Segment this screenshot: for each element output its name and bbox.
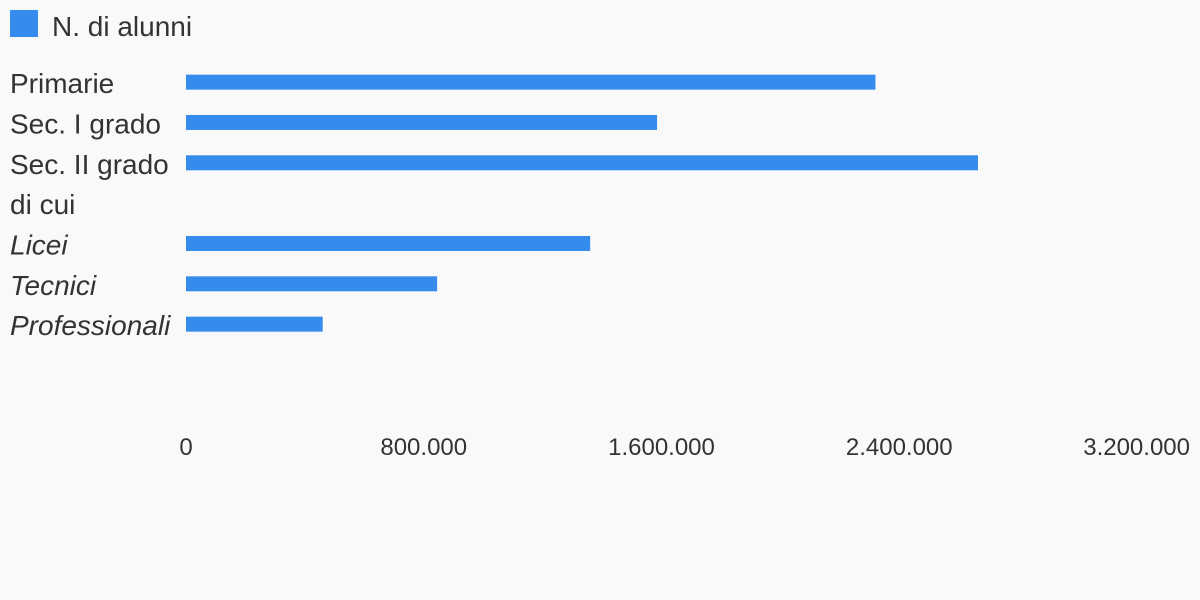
bar-licei xyxy=(186,235,591,251)
bar-professionali xyxy=(186,316,323,332)
bar-tecnici xyxy=(186,276,438,292)
legend-swatch xyxy=(10,10,38,37)
category-label-sec-ii-grado: Sec. II grado xyxy=(10,149,169,180)
bar-primarie xyxy=(186,74,876,90)
x-tick-label: 0 xyxy=(179,434,192,461)
legend-label: N. di alunni xyxy=(52,11,193,42)
bar-sec-i-grado xyxy=(186,114,658,130)
bar-sec-ii-grado xyxy=(186,155,979,171)
category-label-tecnici: Tecnici xyxy=(10,270,97,301)
x-tick-label: 2.400.000 xyxy=(846,434,953,461)
category-label-primarie: Primarie xyxy=(10,68,114,99)
x-tick-label: 3.200.000 xyxy=(1083,434,1190,461)
category-label-sec-i-grado: Sec. I grado xyxy=(10,108,161,139)
x-tick-label: 1.600.000 xyxy=(608,434,715,461)
category-label-di-cui: di cui xyxy=(10,189,75,220)
category-label-professionali: Professionali xyxy=(10,310,171,341)
x-tick-label: 800.000 xyxy=(380,434,467,461)
category-label-licei: Licei xyxy=(10,229,68,260)
